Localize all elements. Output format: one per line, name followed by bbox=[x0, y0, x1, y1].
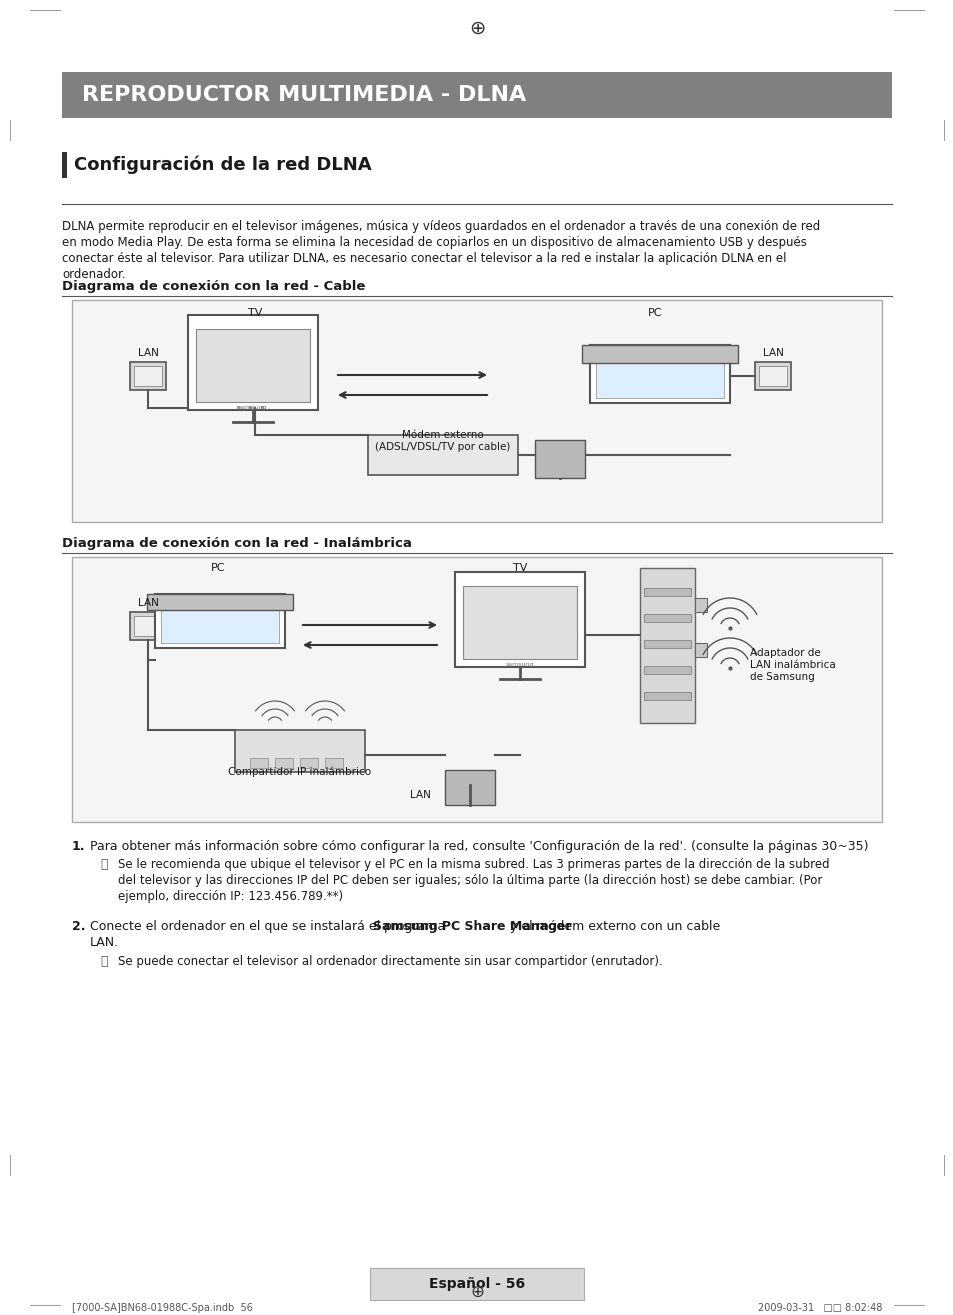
Bar bbox=[133, 615, 162, 636]
Text: ⊕: ⊕ bbox=[468, 18, 485, 38]
Bar bbox=[639, 568, 695, 723]
Text: 1.: 1. bbox=[71, 840, 86, 853]
Bar bbox=[195, 329, 310, 402]
Bar bbox=[368, 435, 517, 475]
Bar bbox=[473, 458, 489, 471]
Bar bbox=[130, 362, 166, 391]
Bar bbox=[581, 346, 738, 363]
Bar bbox=[535, 441, 584, 477]
Text: Diagrama de conexión con la red - Cable: Diagrama de conexión con la red - Cable bbox=[62, 280, 365, 293]
Bar bbox=[754, 362, 790, 391]
Text: ⊕: ⊕ bbox=[470, 1283, 483, 1301]
Text: Para obtener más información sobre cómo configurar la red, consulte 'Configuraci: Para obtener más información sobre cómo … bbox=[90, 840, 867, 853]
Text: ejemplo, dirección IP: 123.456.789.**): ejemplo, dirección IP: 123.456.789.**) bbox=[118, 890, 343, 903]
Bar bbox=[447, 459, 460, 471]
Bar bbox=[759, 366, 786, 387]
Text: REPRODUCTOR MULTIMEDIA - DLNA: REPRODUCTOR MULTIMEDIA - DLNA bbox=[82, 85, 526, 105]
Text: 2009-03-31   □□ 8:02:48: 2009-03-31 □□ 8:02:48 bbox=[757, 1303, 882, 1312]
Bar bbox=[274, 757, 293, 768]
Bar bbox=[643, 640, 690, 648]
Text: DLNA permite reproducir en el televisor imágenes, música y vídeos guardados en e: DLNA permite reproducir en el televisor … bbox=[62, 220, 820, 233]
Bar bbox=[462, 586, 577, 659]
Text: conectar éste al televisor. Para utilizar DLNA, es necesario conectar el televis: conectar éste al televisor. Para utiliza… bbox=[62, 252, 785, 266]
Bar bbox=[234, 730, 365, 772]
Text: Se puede conectar el televisor al ordenador directamente sin usar compartidor (e: Se puede conectar el televisor al ordena… bbox=[118, 955, 662, 968]
Bar bbox=[643, 588, 690, 596]
Text: samsung: samsung bbox=[505, 661, 534, 667]
Text: Diagrama de conexión con la red - Inalámbrica: Diagrama de conexión con la red - Inalám… bbox=[62, 537, 412, 550]
Bar bbox=[455, 572, 584, 667]
Text: Samsung PC Share Manager: Samsung PC Share Manager bbox=[373, 920, 571, 934]
Bar bbox=[188, 316, 317, 410]
Text: del televisor y las direcciones IP del PC deben ser iguales; sólo la última part: del televisor y las direcciones IP del P… bbox=[118, 874, 821, 888]
Bar bbox=[695, 643, 706, 658]
Text: PC: PC bbox=[647, 308, 661, 318]
Bar bbox=[154, 593, 285, 648]
Bar bbox=[62, 153, 67, 178]
Text: ordenador.: ordenador. bbox=[62, 268, 126, 281]
Text: PC: PC bbox=[211, 563, 225, 573]
Bar bbox=[299, 757, 317, 768]
Text: TV: TV bbox=[248, 308, 262, 318]
Bar bbox=[370, 1268, 583, 1301]
Bar bbox=[71, 300, 882, 522]
Text: Configuración de la red DLNA: Configuración de la red DLNA bbox=[74, 155, 372, 175]
Bar bbox=[643, 614, 690, 622]
Bar bbox=[469, 459, 482, 471]
Text: samsung: samsung bbox=[238, 405, 267, 410]
Bar bbox=[589, 346, 729, 402]
Bar bbox=[493, 458, 509, 471]
Text: Conecte el ordenador en el que se instalará el programa: Conecte el ordenador en el que se instal… bbox=[90, 920, 449, 934]
Text: 2.: 2. bbox=[71, 920, 86, 934]
Bar bbox=[325, 757, 343, 768]
Text: LAN: LAN bbox=[137, 348, 158, 358]
Bar bbox=[402, 459, 416, 471]
Bar bbox=[424, 459, 438, 471]
Text: Se le recomienda que ubique el televisor y el PC en la misma subred. Las 3 prime: Se le recomienda que ubique el televisor… bbox=[118, 857, 829, 871]
Text: en modo Media Play. De esta forma se elimina la necesidad de copiarlos en un dis: en modo Media Play. De esta forma se eli… bbox=[62, 235, 806, 249]
Text: Adaptador de
LAN inalámbrica
de Samsung: Adaptador de LAN inalámbrica de Samsung bbox=[749, 648, 835, 681]
Text: LAN.: LAN. bbox=[90, 936, 119, 949]
Text: Ⓝ: Ⓝ bbox=[100, 857, 108, 871]
Bar bbox=[643, 665, 690, 675]
Bar bbox=[133, 366, 162, 387]
Bar bbox=[130, 611, 166, 640]
Text: LAN: LAN bbox=[137, 598, 158, 608]
Bar bbox=[161, 598, 278, 643]
Bar bbox=[147, 593, 293, 610]
Bar bbox=[596, 350, 723, 398]
Text: LAN: LAN bbox=[761, 348, 782, 358]
Text: Módem externo
(ADSL/VDSL/TV por cable): Módem externo (ADSL/VDSL/TV por cable) bbox=[375, 430, 510, 451]
Text: Compartidor IP inalámbrico: Compartidor IP inalámbrico bbox=[228, 767, 371, 777]
Text: Ⓝ: Ⓝ bbox=[100, 955, 108, 968]
Bar bbox=[71, 558, 882, 822]
Text: Español - 56: Español - 56 bbox=[429, 1277, 524, 1291]
Bar bbox=[250, 757, 268, 768]
Text: y el módem externo con un cable: y el módem externo con un cable bbox=[505, 920, 720, 934]
Text: [7000-SA]BN68-01988C-Spa.indb  56: [7000-SA]BN68-01988C-Spa.indb 56 bbox=[71, 1303, 253, 1312]
Bar bbox=[62, 72, 891, 118]
Bar bbox=[695, 598, 706, 611]
Bar bbox=[444, 771, 495, 805]
Text: TV: TV bbox=[513, 563, 527, 573]
Bar bbox=[643, 692, 690, 700]
Text: LAN: LAN bbox=[409, 790, 430, 800]
